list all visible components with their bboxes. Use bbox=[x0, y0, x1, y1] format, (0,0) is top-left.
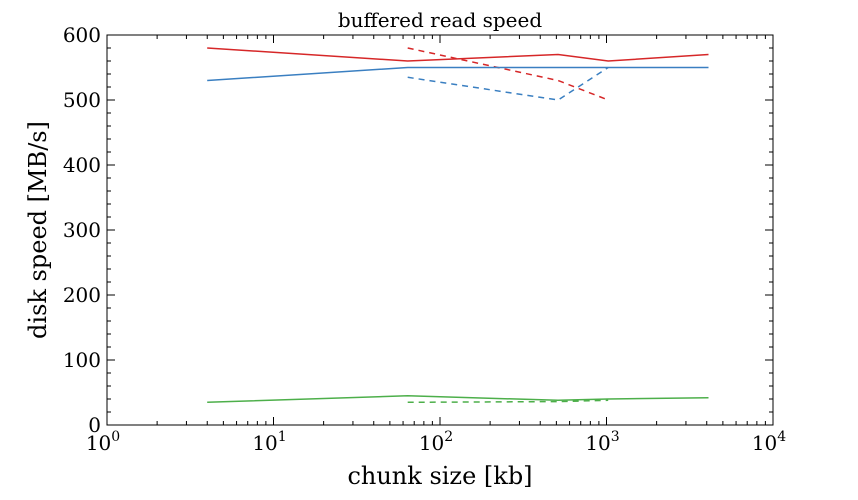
x-tick-label: 101 bbox=[252, 429, 286, 455]
y-axis-label: disk speed [MB/s] bbox=[24, 121, 52, 339]
plot-area bbox=[106, 34, 774, 426]
x-tick-label: 102 bbox=[419, 429, 453, 455]
x-tick-label: 100 bbox=[86, 429, 120, 455]
series-group bbox=[207, 47, 709, 404]
y-tick-labels: 0 100 200 300 400 500 600 bbox=[63, 23, 101, 437]
x-tick-label: 104 bbox=[752, 429, 786, 455]
chart-title: buffered read speed bbox=[338, 8, 543, 32]
series-line-3 bbox=[207, 66, 709, 82]
series-line-5 bbox=[207, 395, 709, 404]
y-tick-label: 0 bbox=[88, 413, 101, 437]
series-line-4 bbox=[407, 66, 609, 101]
y-tick-label: 500 bbox=[63, 88, 101, 112]
y-tick-label: 200 bbox=[63, 283, 101, 307]
series-line-6 bbox=[407, 399, 609, 404]
y-tick-label: 300 bbox=[63, 218, 101, 242]
y-tick-label: 400 bbox=[63, 153, 101, 177]
y-tick-label: 100 bbox=[63, 348, 101, 372]
y-tick-label: 600 bbox=[63, 23, 101, 47]
plot-frame bbox=[106, 34, 774, 426]
x-axis-label: chunk size [kb] bbox=[347, 462, 532, 490]
x-tick-labels: 100 101 102 103 104 bbox=[86, 429, 786, 455]
series-line-2 bbox=[407, 47, 609, 101]
series-line-1 bbox=[207, 47, 709, 62]
x-tick-label: 103 bbox=[585, 429, 619, 455]
